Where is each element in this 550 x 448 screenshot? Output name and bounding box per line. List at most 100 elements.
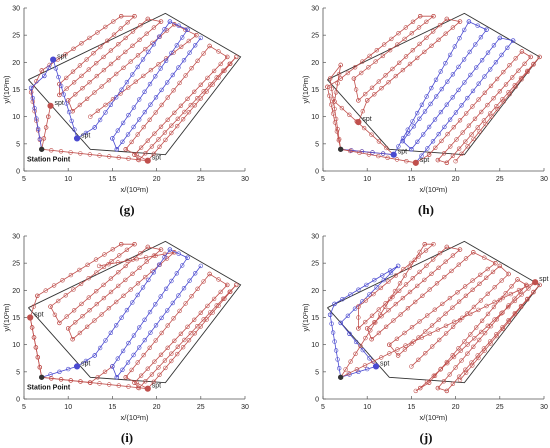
waypoint-marker	[77, 63, 83, 68]
waypoint-marker	[123, 277, 128, 283]
waypoint-marker	[143, 46, 148, 52]
waypoint-marker	[126, 112, 131, 118]
waypoint-marker	[180, 116, 186, 122]
waypoint-marker	[518, 289, 523, 294]
waypoint-marker	[157, 372, 162, 377]
waypoint-marker	[192, 331, 198, 336]
waypoint-marker	[129, 139, 134, 145]
waypoint-marker	[185, 96, 190, 102]
x-axis-label: x/(10²m)	[121, 413, 149, 422]
waypoint-marker	[336, 71, 342, 77]
waypoint-marker	[58, 149, 64, 154]
waypoint-marker	[400, 138, 405, 144]
waypoint-marker	[348, 292, 353, 297]
waypoint-marker	[415, 110, 420, 116]
waypoint-marker	[35, 355, 40, 360]
waypoint-marker	[159, 315, 164, 321]
waypoint-marker	[374, 47, 379, 53]
waypoint-marker	[370, 359, 376, 364]
waypoint-marker	[439, 138, 444, 144]
waypoint-marker	[327, 312, 333, 317]
waypoint-marker	[214, 75, 219, 80]
waypoint-marker	[28, 85, 34, 91]
waypoint-marker	[211, 68, 217, 74]
waypoint-marker	[380, 151, 386, 156]
waypoint-marker	[369, 337, 374, 342]
x-tick-label: 20	[153, 176, 161, 183]
waypoint-marker	[482, 348, 487, 353]
waypoint-marker	[395, 347, 400, 352]
waypoint-marker	[507, 91, 512, 97]
waypoint-marker	[433, 77, 439, 83]
waypoint-marker	[31, 304, 36, 309]
waypoint-marker	[465, 351, 470, 356]
waypoint-marker	[430, 344, 435, 349]
waypoint-marker	[63, 51, 68, 57]
waypoint-marker	[156, 262, 162, 267]
waypoint-marker	[353, 351, 358, 356]
waypoint-marker	[175, 344, 181, 349]
waypoint-marker	[77, 330, 83, 336]
waypoint-marker	[462, 27, 467, 33]
waypoint-marker	[116, 253, 122, 258]
waypoint-marker	[494, 76, 500, 82]
spt-marker	[50, 56, 57, 63]
waypoint-marker	[114, 375, 120, 380]
waypoint-marker	[500, 97, 505, 102]
waypoint-marker	[482, 74, 487, 79]
waypoint-marker	[153, 110, 158, 115]
waypoint-marker	[431, 257, 436, 262]
waypoint-marker	[106, 154, 112, 159]
waypoint-marker	[479, 109, 484, 115]
y-tick-label: 10	[12, 114, 20, 121]
waypoint-marker	[450, 381, 456, 386]
waypoint-marker	[476, 355, 481, 361]
waypoint-marker	[147, 309, 153, 315]
waypoint-marker	[101, 54, 106, 60]
waypoint-marker	[380, 53, 386, 59]
waypoint-marker	[508, 291, 513, 297]
waypoint-marker	[123, 263, 128, 269]
waypoint-marker	[394, 336, 400, 341]
waypoint-marker	[123, 375, 128, 380]
x-tick-label: 10	[64, 176, 72, 183]
waypoint-marker	[165, 95, 170, 100]
waypoint-marker	[379, 355, 384, 360]
waypoint-marker	[198, 35, 204, 41]
waypoint-marker	[376, 139, 382, 144]
waypoint-marker	[363, 298, 369, 303]
waypoint-marker	[497, 89, 502, 94]
waypoint-marker	[106, 77, 112, 83]
waypoint-marker	[376, 307, 381, 312]
waypoint-marker	[402, 36, 407, 42]
waypoint-marker	[169, 351, 174, 356]
waypoint-marker	[443, 323, 449, 328]
waypoint-marker	[488, 83, 494, 89]
waypoint-marker	[453, 365, 458, 370]
waypoint-marker	[412, 257, 417, 262]
waypoint-marker	[367, 53, 372, 59]
y-tick-label: 5	[315, 141, 319, 148]
panel-label: (h)	[418, 202, 434, 217]
waypoint-marker	[494, 333, 499, 339]
waypoint-marker	[393, 301, 398, 307]
waypoint-marker	[407, 265, 412, 270]
waypoint-marker	[485, 291, 490, 296]
waypoint-marker	[444, 160, 449, 166]
waypoint-marker	[470, 363, 475, 368]
waypoint-marker	[460, 315, 465, 320]
waypoint-marker	[130, 29, 136, 34]
waypoint-marker	[187, 50, 192, 55]
waypoint-marker	[152, 131, 157, 136]
waypoint-marker	[156, 62, 161, 67]
waypoint-marker	[463, 370, 469, 375]
waypoint-marker	[383, 73, 388, 78]
waypoint-marker	[94, 301, 100, 307]
waypoint-marker	[201, 317, 206, 322]
waypoint-marker	[148, 330, 153, 335]
waypoint-marker	[506, 271, 511, 277]
waypoint-marker	[189, 65, 194, 71]
waypoint-marker	[124, 79, 130, 85]
waypoint-marker	[93, 289, 99, 294]
waypoint-marker	[68, 150, 73, 155]
